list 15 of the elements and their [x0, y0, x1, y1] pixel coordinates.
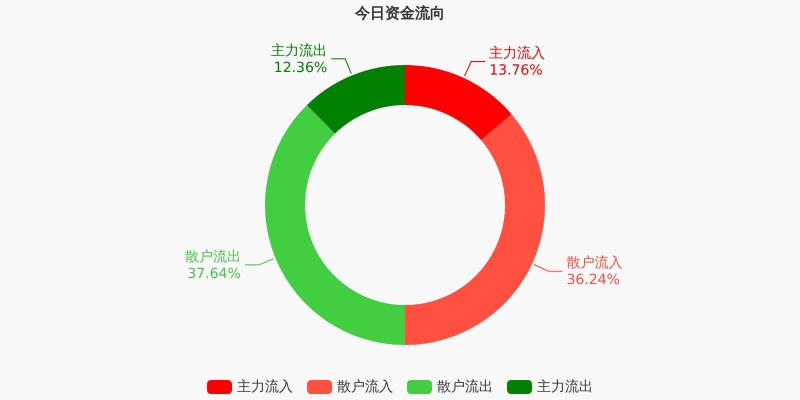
data-label: 36.24%	[566, 272, 620, 288]
legend-label: 主力流入	[237, 378, 293, 396]
data-label: 12.36%	[274, 60, 328, 76]
data-label: 13.76%	[489, 62, 543, 79]
data-label: 37.64%	[187, 266, 241, 282]
donut-slice	[265, 105, 405, 345]
slice-label: 主力流入	[489, 46, 546, 62]
donut-slice	[405, 114, 545, 345]
legend-label: 散户流出	[437, 378, 493, 396]
legend-label: 散户流入	[337, 378, 393, 396]
slice-label: 主力流出	[271, 42, 328, 59]
slice-label: 散户流出	[184, 248, 241, 265]
chart-title: 今日资金流向	[354, 4, 446, 23]
legend-label: 主力流出	[537, 378, 593, 396]
slice-label: 散户流入	[566, 255, 622, 272]
